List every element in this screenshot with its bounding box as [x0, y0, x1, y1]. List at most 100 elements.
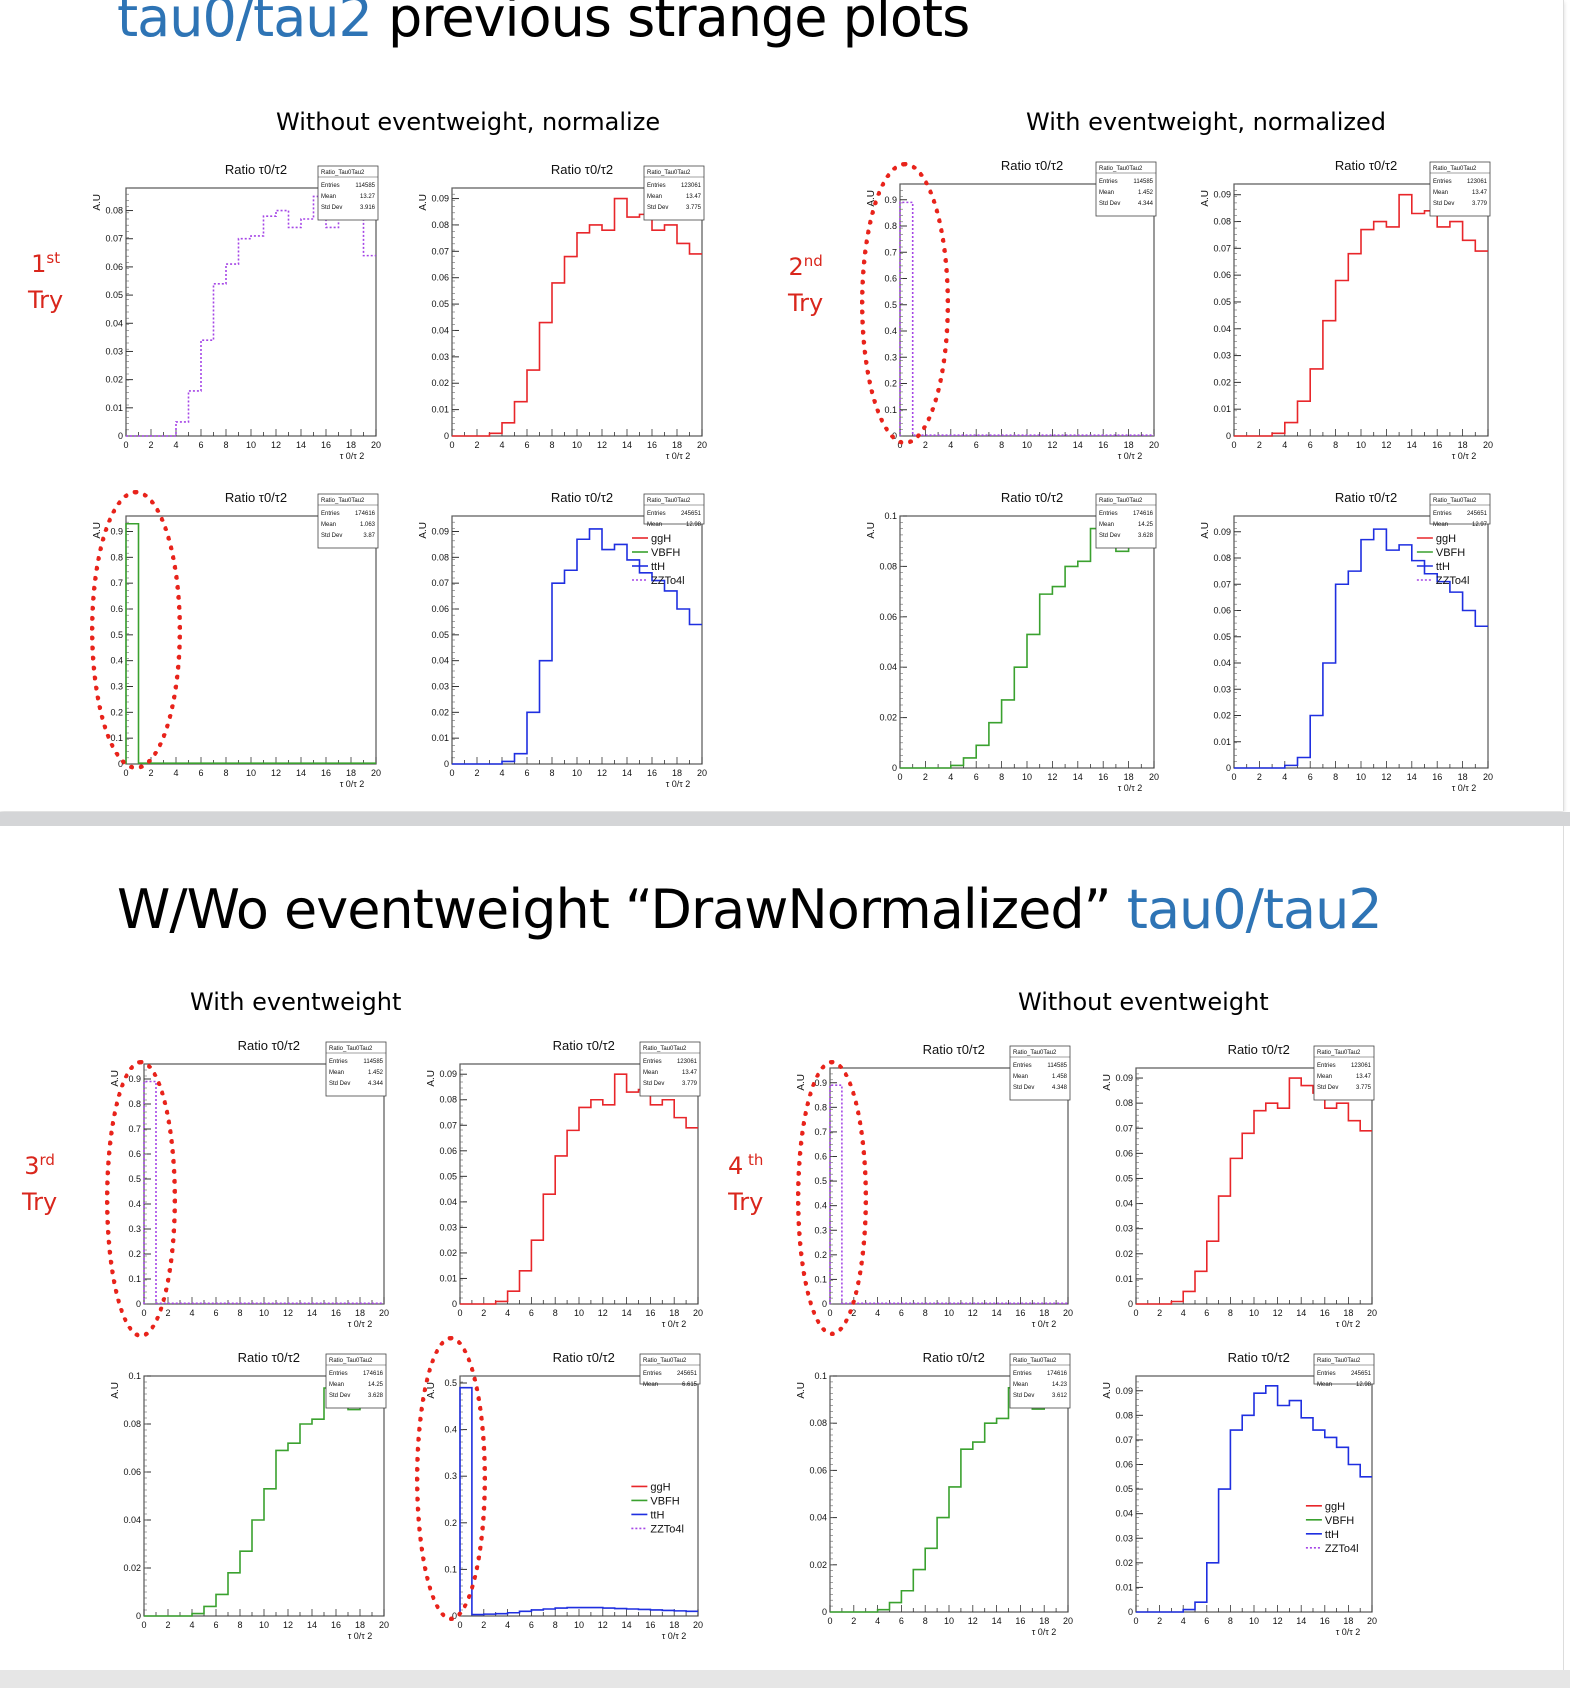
svg-text:0.03: 0.03	[431, 352, 449, 362]
svg-text:τ 0/τ 2: τ 0/τ 2	[340, 451, 365, 461]
svg-text:0.08: 0.08	[431, 220, 449, 230]
svg-text:6: 6	[1204, 1616, 1209, 1626]
svg-text:12: 12	[283, 1620, 293, 1630]
svg-text:0.08: 0.08	[123, 1419, 141, 1429]
svg-text:14: 14	[1296, 1308, 1306, 1318]
svg-text:Mean: Mean	[1317, 1382, 1332, 1388]
svg-text:4: 4	[499, 440, 504, 450]
svg-text:0.08: 0.08	[1213, 217, 1231, 227]
svg-text:0.03: 0.03	[1115, 1533, 1133, 1543]
svg-text:18: 18	[1458, 772, 1468, 782]
plot-title: Ratio τ0/τ2	[553, 1350, 615, 1365]
svg-text:0.08: 0.08	[809, 1418, 827, 1428]
svg-text:6: 6	[524, 768, 529, 778]
svg-text:2: 2	[148, 440, 153, 450]
svg-text:14: 14	[622, 440, 632, 450]
svg-text:Std Dev: Std Dev	[329, 1081, 350, 1087]
svg-text:13.47: 13.47	[1472, 190, 1488, 196]
svg-text:0.06: 0.06	[431, 273, 449, 283]
svg-text:A.U: A.U	[1102, 1382, 1113, 1399]
svg-text:12: 12	[598, 1620, 608, 1630]
svg-text:0.06: 0.06	[439, 1146, 457, 1156]
svg-text:12: 12	[1047, 440, 1057, 450]
svg-text:14: 14	[1296, 1616, 1306, 1626]
svg-text:13.47: 13.47	[1356, 1074, 1372, 1080]
svg-text:16: 16	[1098, 440, 1108, 450]
svg-text:0.09: 0.09	[1213, 527, 1231, 537]
highlight-ellipse-try3-tth	[415, 1336, 487, 1621]
svg-text:τ 0/τ 2: τ 0/τ 2	[666, 779, 691, 789]
svg-text:0.07: 0.07	[1115, 1435, 1133, 1445]
svg-text:10: 10	[1249, 1616, 1259, 1626]
svg-text:18: 18	[1458, 440, 1468, 450]
svg-text:0: 0	[1128, 1299, 1133, 1309]
svg-text:ggH: ggH	[1325, 1501, 1345, 1513]
svg-text:2: 2	[481, 1620, 486, 1630]
svg-text:Std Dev: Std Dev	[329, 1393, 350, 1399]
svg-text:Mean: Mean	[643, 1070, 658, 1076]
svg-text:τ 0/τ 2: τ 0/τ 2	[1336, 1319, 1361, 1329]
svg-text:0.02: 0.02	[879, 713, 897, 723]
svg-text:12: 12	[283, 1308, 293, 1318]
svg-text:3.779: 3.779	[1472, 201, 1488, 207]
svg-text:0.03: 0.03	[439, 1222, 457, 1232]
svg-text:τ 0/τ 2: τ 0/τ 2	[1336, 1627, 1361, 1637]
svg-text:6: 6	[1308, 440, 1313, 450]
svg-text:2: 2	[1257, 772, 1262, 782]
svg-text:6: 6	[524, 440, 529, 450]
svg-text:4: 4	[173, 768, 178, 778]
svg-text:Entries: Entries	[321, 511, 340, 517]
svg-text:12: 12	[1273, 1616, 1283, 1626]
histogram-line-ZZTo4l	[899, 201, 1154, 437]
svg-text:0.04: 0.04	[105, 318, 123, 328]
svg-text:20: 20	[1063, 1616, 1073, 1626]
svg-text:Entries: Entries	[1433, 511, 1452, 517]
svg-text:2: 2	[923, 772, 928, 782]
svg-text:3.612: 3.612	[1052, 1393, 1068, 1399]
svg-text:Mean: Mean	[329, 1070, 344, 1076]
svg-text:12: 12	[968, 1308, 978, 1318]
histogram-line-ttH	[459, 1386, 698, 1616]
svg-text:8: 8	[553, 1308, 558, 1318]
svg-text:2: 2	[1157, 1308, 1162, 1318]
svg-text:Ratio_Tau0Tau2: Ratio_Tau0Tau2	[1433, 498, 1477, 504]
svg-text:ttH: ttH	[650, 1509, 664, 1521]
svg-text:20: 20	[1149, 772, 1159, 782]
svg-text:0: 0	[892, 763, 897, 773]
svg-text:0.05: 0.05	[105, 290, 123, 300]
histogram-try4-tth: Ratio τ0/τ2 A.U 0.01 0.02 0.03 0.04 0.05 0.06 0.…	[1096, 1336, 1402, 1647]
svg-text:Mean: Mean	[1433, 522, 1448, 528]
plot-title: Ratio τ0/τ2	[1228, 1350, 1290, 1365]
plot-title: Ratio τ0/τ2	[551, 490, 613, 505]
svg-text:1.063: 1.063	[360, 522, 376, 528]
svg-text:VBFH: VBFH	[651, 547, 680, 559]
svg-text:20: 20	[1149, 440, 1159, 450]
svg-text:0.09: 0.09	[1115, 1073, 1133, 1083]
svg-text:0: 0	[118, 431, 123, 441]
svg-text:0: 0	[822, 1607, 827, 1617]
svg-text:20: 20	[371, 440, 381, 450]
svg-text:14: 14	[992, 1308, 1002, 1318]
svg-text:10: 10	[572, 440, 582, 450]
svg-text:16: 16	[321, 440, 331, 450]
svg-text:0: 0	[452, 1299, 457, 1309]
svg-text:A.U: A.U	[866, 190, 877, 207]
svg-text:6: 6	[529, 1308, 534, 1318]
svg-text:0.06: 0.06	[123, 1467, 141, 1477]
right-subtitle: Without eventweight	[1018, 988, 1269, 1016]
svg-text:174616: 174616	[363, 1371, 384, 1377]
svg-text:Ratio_Tau0Tau2: Ratio_Tau0Tau2	[643, 1046, 687, 1052]
histogram-try2-vbfh: Ratio τ0/τ2 A.U 0.02 0.04 0.06 0.08 0.1 0 0 2 4 6 8 1…	[860, 476, 1184, 803]
histogram-line-ggH	[1234, 193, 1488, 437]
svg-text:Entries: Entries	[329, 1371, 348, 1377]
svg-text:A.U: A.U	[418, 522, 429, 539]
histogram-try3-vbfh: Ratio τ0/τ2 A.U 0.02 0.04 0.06 0.08 0.1 0 0 2 4 6 8 1…	[104, 1336, 414, 1651]
svg-text:Ratio_Tau0Tau2: Ratio_Tau0Tau2	[643, 1358, 687, 1364]
plot-title: Ratio τ0/τ2	[225, 490, 287, 505]
svg-text:20: 20	[693, 1620, 703, 1630]
svg-text:8: 8	[549, 768, 554, 778]
svg-text:0.05: 0.05	[1213, 632, 1231, 642]
svg-text:14: 14	[622, 1308, 632, 1318]
svg-text:4.344: 4.344	[368, 1081, 384, 1087]
svg-text:ttH: ttH	[651, 561, 665, 573]
